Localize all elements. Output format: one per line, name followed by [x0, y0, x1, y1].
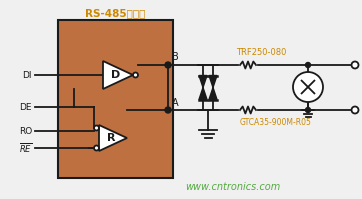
Circle shape: [293, 72, 323, 102]
Circle shape: [306, 107, 311, 112]
Circle shape: [352, 106, 358, 113]
Bar: [58, 20, 173, 178]
Text: DI: DI: [22, 70, 32, 79]
Circle shape: [306, 62, 311, 67]
Circle shape: [352, 61, 358, 68]
Text: TRF250-080: TRF250-080: [236, 48, 286, 57]
Polygon shape: [209, 75, 217, 88]
Circle shape: [94, 145, 99, 150]
Circle shape: [133, 72, 138, 77]
Text: B: B: [172, 52, 179, 62]
Text: www.cntronics.com: www.cntronics.com: [185, 182, 280, 192]
Text: RO: RO: [19, 127, 32, 136]
Text: R: R: [107, 133, 115, 143]
Polygon shape: [103, 61, 133, 89]
Polygon shape: [209, 88, 217, 100]
Circle shape: [165, 62, 171, 68]
Polygon shape: [199, 75, 207, 88]
Text: GTCA35-900M-R05: GTCA35-900M-R05: [240, 118, 312, 127]
Polygon shape: [199, 88, 207, 100]
Polygon shape: [99, 125, 127, 151]
Circle shape: [165, 107, 171, 113]
Text: DE: DE: [20, 102, 32, 111]
Text: A: A: [172, 98, 178, 108]
Text: RS-485收发器: RS-485收发器: [85, 8, 146, 18]
Text: $\overline{RE}$: $\overline{RE}$: [19, 141, 32, 155]
Circle shape: [94, 126, 99, 131]
Text: D: D: [111, 70, 121, 80]
